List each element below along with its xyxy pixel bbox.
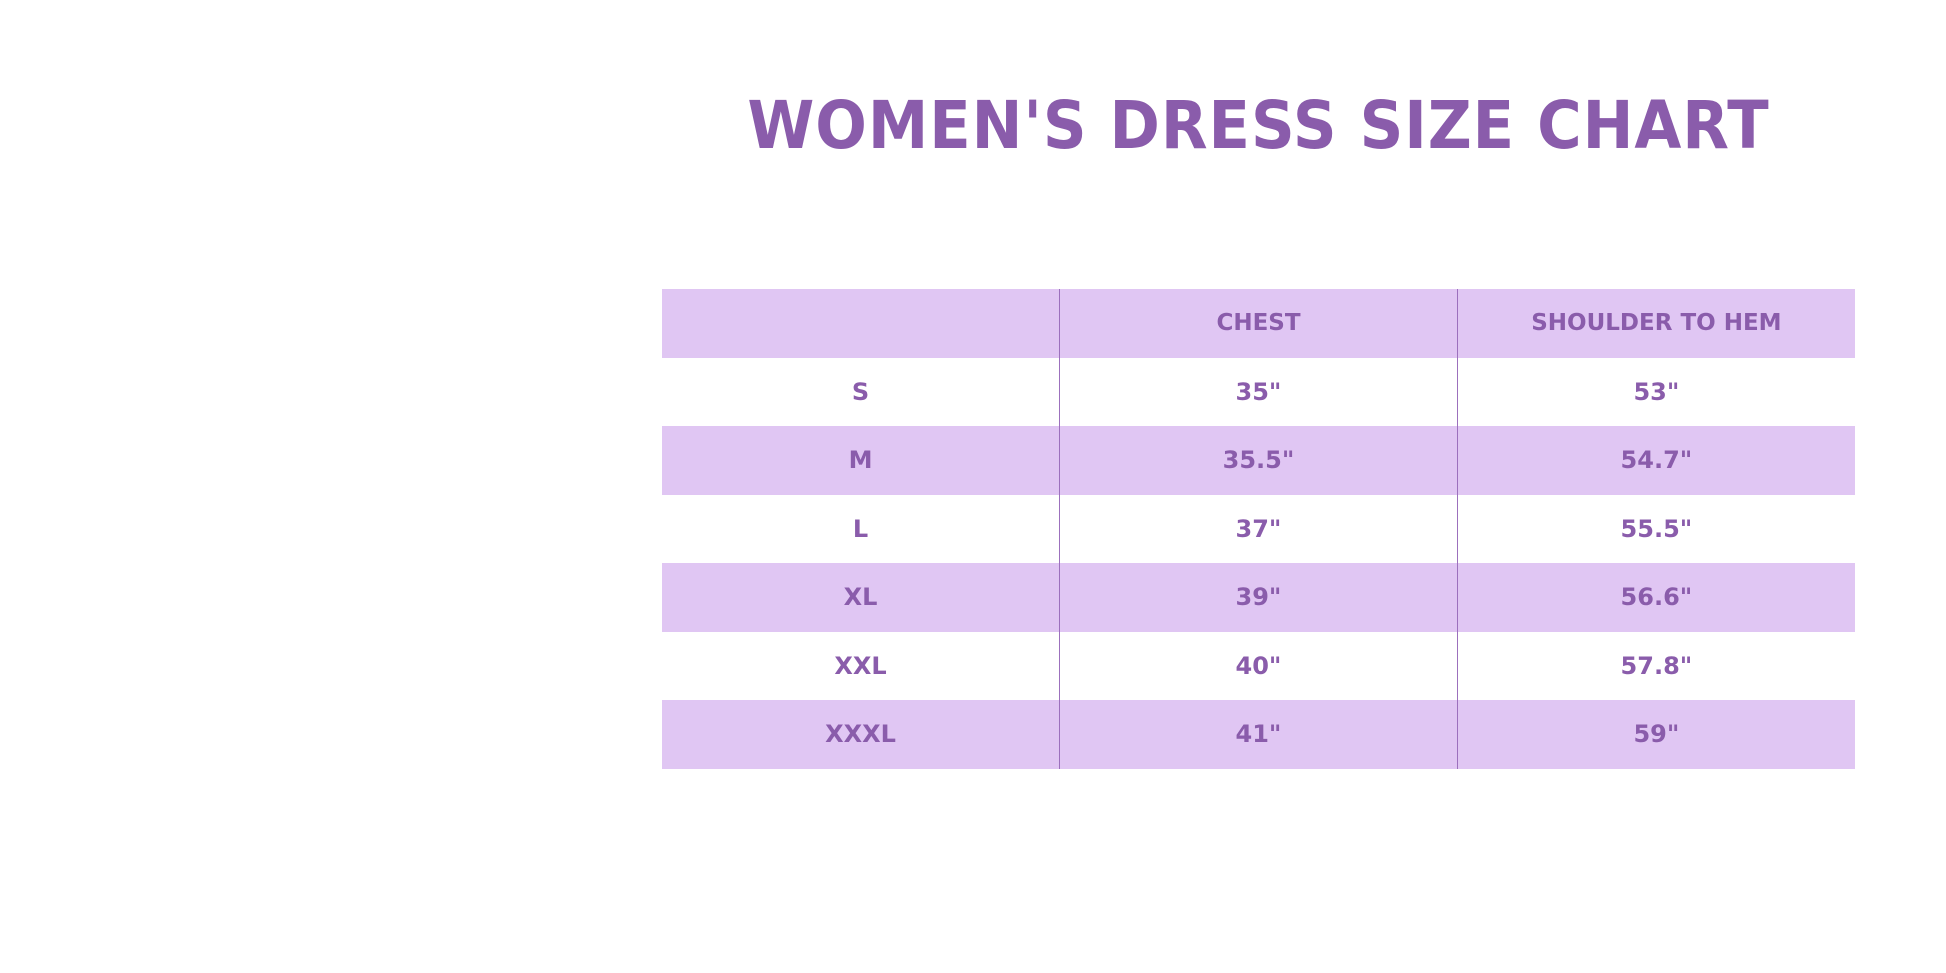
- chest-cell: 35": [1059, 357, 1458, 426]
- header-shoulder-to-hem: SHOULDER TO HEM: [1456, 289, 1855, 358]
- table-row: L 37" 55.5": [662, 494, 1855, 563]
- size-cell: XXXL: [662, 700, 1060, 769]
- size-cell: L: [852, 514, 869, 543]
- size-cell: S: [851, 377, 870, 406]
- table-row: XL 39" 56.6": [662, 563, 1855, 632]
- length-cell: 53": [1456, 357, 1855, 426]
- table-row: S 35" 53": [662, 357, 1855, 426]
- table-header-row: CHEST SHOULDER TO HEM: [662, 289, 1855, 358]
- size-chart-table: CHEST SHOULDER TO HEM S 35" 53" M 35.5" …: [662, 289, 1855, 769]
- chest-cell: 39": [1059, 563, 1458, 632]
- table-row: M 35.5" 54.7": [662, 426, 1855, 495]
- table-row: XXXL 41" 59": [662, 700, 1855, 769]
- page-title: WOMEN'S DRESS SIZE CHART: [747, 87, 1770, 164]
- length-cell: 59": [1456, 700, 1855, 769]
- length-cell: 55.5": [1456, 494, 1855, 563]
- length-cell: 57.8": [1456, 631, 1855, 700]
- table-row: XXL 40" 57.8": [662, 631, 1855, 700]
- chest-cell: 37": [1059, 494, 1458, 563]
- size-cell: M: [662, 426, 1060, 495]
- size-cell: XXL: [834, 651, 887, 680]
- header-chest: CHEST: [1059, 289, 1458, 358]
- length-cell: 56.6": [1456, 563, 1855, 632]
- chest-cell: 35.5": [1059, 426, 1458, 495]
- header-size: [662, 289, 1060, 358]
- chest-cell: 40": [1059, 631, 1458, 700]
- chest-cell: 41": [1059, 700, 1458, 769]
- length-cell: 54.7": [1456, 426, 1855, 495]
- size-cell: XL: [662, 563, 1060, 632]
